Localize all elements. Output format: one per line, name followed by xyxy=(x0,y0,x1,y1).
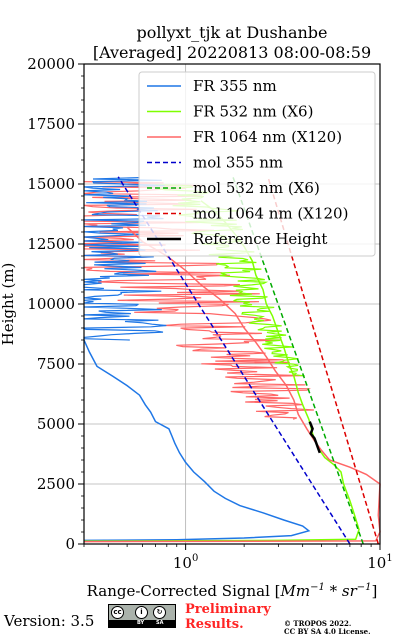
preliminary-results-notice: Preliminary Results. xyxy=(185,602,271,632)
x-axis-label-exp-b: −1 xyxy=(357,582,372,593)
license-line-2: CC BY SA 4.0 License. xyxy=(284,627,371,636)
share-alike-icon: ↻ xyxy=(153,606,166,619)
cc-by-text: BY xyxy=(137,620,145,626)
y-tick-label: 0 xyxy=(65,535,75,553)
legend-label-1: FR 532 nm (X6) xyxy=(193,103,313,121)
noise-trace-355 xyxy=(82,177,167,341)
legend-label-5: mol 1064 nm (X120) xyxy=(193,205,348,223)
license-notice: © TROPOS 2022. CC BY SA 4.0 License. xyxy=(284,620,371,636)
x-axis-label-mid: * xyxy=(325,582,342,600)
x-axis-label-unit-b: sr xyxy=(342,582,358,600)
legend-label-2: FR 1064 nm (X120) xyxy=(193,128,342,146)
y-tick-label: 10000 xyxy=(27,295,75,313)
version-label: Version: 3.5 xyxy=(4,612,95,630)
y-tick-label: 17500 xyxy=(27,115,75,133)
y-tick-label: 7500 xyxy=(37,355,75,373)
legend-label-0: FR 355 nm xyxy=(193,77,277,95)
chart-subtitle: [Averaged] 20220813 08:00-08:59 xyxy=(93,43,371,62)
y-tick-label: 5000 xyxy=(37,415,75,433)
y-tick-label: 2500 xyxy=(37,475,75,493)
prelim-line-2: Results. xyxy=(185,617,244,632)
lidar-profile-chart: pollyxt_tjk at Dushanbe [Averaged] 20220… xyxy=(0,23,393,600)
y-tick-label: 12500 xyxy=(27,235,75,253)
y-axis-ticks: 0 2500 5000 7500 10000 12500 15000 17500 20000 xyxy=(27,55,84,553)
chart-title: pollyxt_tjk at Dushanbe xyxy=(136,23,327,42)
cc-license-badge[interactable]: cc i ↻ BY SA xyxy=(108,604,176,628)
x-axis-ticks: 100 101 xyxy=(83,544,393,572)
x-axis-label: Range-Corrected Signal [Mm−1 * sr−1] xyxy=(87,582,378,600)
legend-label-3: mol 355 nm xyxy=(193,154,283,172)
license-line-1: © TROPOS 2022. xyxy=(284,619,352,628)
series-line-0 xyxy=(83,339,311,542)
footer: Version: 3.5 cc i ↻ BY SA Preliminary Re… xyxy=(0,600,400,640)
x-tick-label: 100 xyxy=(173,553,198,572)
y-tick-label: 20000 xyxy=(27,55,75,73)
legend-label-4: mol 532 nm (X6) xyxy=(193,179,320,197)
x-axis-label-exp-a: −1 xyxy=(310,582,325,593)
cc-sa-text: SA xyxy=(156,620,164,626)
legend-label-6: Reference Height xyxy=(193,230,327,248)
x-axis-label-suffix: ] xyxy=(372,582,378,600)
y-axis-label: Height (m) xyxy=(0,263,17,346)
cc-icon: cc xyxy=(111,606,124,619)
cc-badge-bottom xyxy=(109,620,175,627)
x-tick-label: 101 xyxy=(367,553,392,572)
x-axis-label-prefix: Range-Corrected Signal [ xyxy=(87,582,281,600)
legend-box xyxy=(138,71,376,257)
x-axis-label-unit-a: Mm xyxy=(280,582,311,600)
prelim-line-1: Preliminary xyxy=(185,602,271,617)
legend: FR 355 nm FR 532 nm (X6) FR 1064 nm (X120)… xyxy=(138,71,376,257)
by-attribution-icon: i xyxy=(135,606,148,619)
series-line-6 xyxy=(308,421,321,454)
y-tick-label: 15000 xyxy=(27,175,75,193)
